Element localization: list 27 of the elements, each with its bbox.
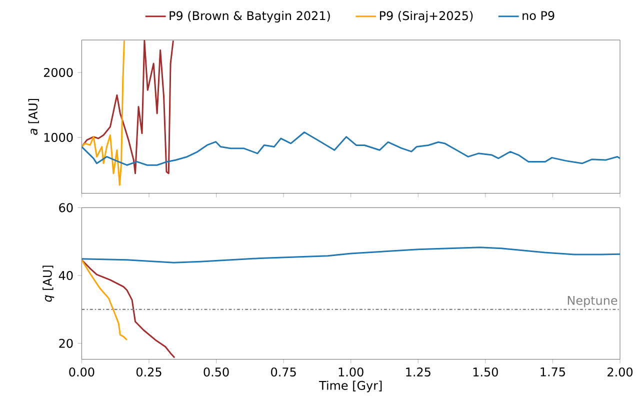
x-tick-label: 0.25: [136, 367, 162, 377]
y-axis-title: a [AU]: [28, 98, 39, 135]
ref-line-label: Neptune: [568, 296, 618, 308]
x-tick-label: 2.00: [608, 367, 633, 377]
legend-label: no P9: [522, 11, 554, 20]
legend-label: P9 (Brown & Batygin 2021): [170, 10, 330, 22]
x-tick-label: 0.75: [271, 367, 296, 377]
x-tick-label: 1.25: [406, 367, 430, 377]
y-tick-label: 2000: [44, 68, 73, 77]
x-tick-label: 1.00: [338, 367, 364, 377]
legend-label: P9 (Siraj+2025): [380, 10, 473, 22]
x-tick-label: 1.75: [540, 367, 565, 376]
line-series: [82, 259, 128, 341]
y-tick-label: 1000: [44, 132, 73, 142]
y-axis-title: q [AU]: [42, 266, 54, 302]
line-series: [82, 40, 125, 186]
y-tick-label: 40: [58, 271, 73, 280]
y-tick-label: 60: [59, 203, 73, 212]
x-axis-title: Time [Gyr]: [319, 380, 382, 392]
y-tick-label: 20: [59, 338, 73, 348]
line-series: [82, 246, 620, 264]
line-series: [82, 40, 174, 174]
x-tick-label: 0.00: [69, 367, 94, 377]
line-series: [82, 131, 620, 166]
x-tick-label: 1.50: [473, 367, 498, 377]
x-tick-label: 0.50: [204, 367, 229, 377]
line-series: [82, 259, 176, 358]
